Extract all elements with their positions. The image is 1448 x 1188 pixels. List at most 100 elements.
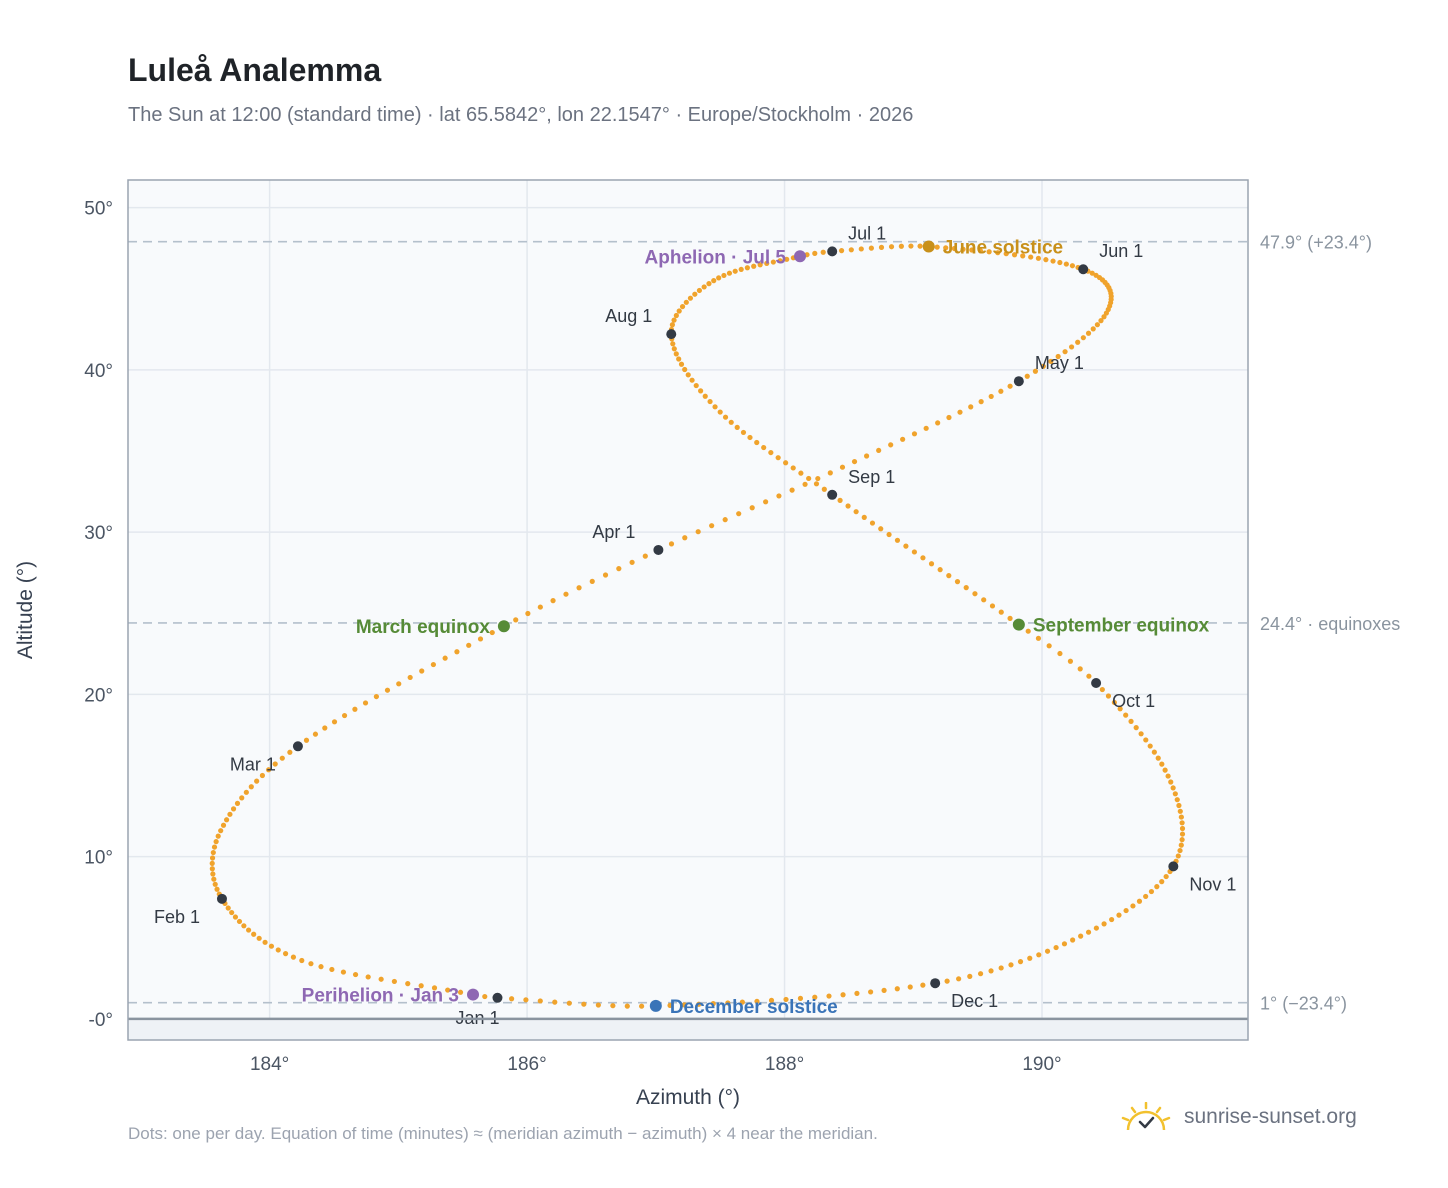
day-dot	[695, 529, 701, 535]
day-dot	[798, 470, 804, 476]
day-dot	[876, 447, 882, 454]
day-dot	[1011, 252, 1018, 258]
day-dot	[624, 1003, 630, 1009]
day-dot	[790, 465, 796, 471]
month-dot	[1168, 861, 1179, 872]
day-dot	[550, 598, 556, 604]
day-dot	[563, 591, 569, 597]
x-tick-label: 184°	[250, 1054, 289, 1075]
day-dot	[768, 997, 775, 1003]
day-dot	[218, 828, 224, 834]
day-dot	[352, 971, 359, 978]
day-dot	[523, 997, 529, 1003]
month-dot	[1091, 678, 1102, 689]
day-dot	[1067, 658, 1074, 664]
day-dot	[943, 245, 949, 251]
day-dot	[696, 1001, 702, 1007]
day-dot	[639, 1003, 645, 1009]
day-dot	[878, 244, 885, 250]
day-dot	[308, 961, 314, 967]
day-dot	[303, 737, 310, 743]
event-label: Aphelion · Jul 5	[645, 247, 787, 268]
day-dot	[711, 278, 717, 284]
day-dot	[1050, 258, 1056, 264]
day-dot	[998, 388, 1004, 394]
day-dot	[683, 299, 689, 305]
x-tick-label: 186°	[507, 1054, 546, 1075]
reference-lines: 47.9° (+23.4°) 24.4° · equinoxes 1° (−23.4…	[128, 233, 1400, 1014]
day-dot	[917, 243, 923, 249]
day-dot	[821, 486, 827, 492]
day-dot	[272, 761, 278, 767]
day-dot	[845, 503, 851, 509]
day-dot	[262, 939, 268, 945]
day-dot	[827, 470, 833, 476]
day-dot	[1036, 952, 1042, 958]
day-dot	[888, 442, 894, 448]
month-dot	[292, 741, 303, 752]
day-dot	[1175, 853, 1181, 859]
day-dot	[878, 526, 884, 532]
day-dot	[978, 399, 984, 405]
day-dot	[777, 258, 783, 264]
day-dot	[248, 784, 254, 790]
day-dot	[722, 414, 729, 420]
month-dot	[653, 544, 664, 555]
month-label: Sep 1	[848, 467, 895, 487]
day-dot	[1063, 261, 1069, 267]
month-dot	[666, 329, 677, 340]
day-dot	[754, 998, 760, 1004]
month-label: Jul 1	[848, 223, 886, 243]
day-dot	[1151, 749, 1157, 755]
day-dot	[209, 860, 215, 866]
month-label: Oct 1	[1112, 691, 1155, 711]
day-dot	[998, 609, 1004, 615]
day-dot	[853, 509, 859, 515]
day-dot	[815, 475, 821, 482]
day-dot	[241, 923, 247, 929]
day-dot	[454, 649, 460, 655]
day-dot	[1154, 884, 1160, 890]
brand-name: sunrise-sunset.org	[1184, 1105, 1357, 1128]
day-dot	[1053, 944, 1059, 951]
day-dot	[566, 1000, 572, 1006]
month-dot	[827, 489, 838, 500]
day-dot	[1090, 326, 1096, 332]
day-dot	[1130, 903, 1136, 909]
day-dot	[722, 517, 728, 523]
day-dot	[525, 610, 531, 617]
event-dot	[794, 250, 806, 263]
day-dot	[693, 382, 699, 389]
day-dot	[706, 281, 712, 287]
axes: 184° 186° 188° 190° -0° 10° 20° 30° 40° 50° Azimut…	[14, 199, 1248, 1109]
day-dot	[920, 982, 926, 988]
day-dot	[1147, 743, 1153, 749]
day-dot	[1170, 785, 1176, 791]
day-dot	[682, 366, 688, 373]
day-dot	[1172, 791, 1178, 797]
day-dot	[1017, 959, 1024, 965]
plot-background	[128, 180, 1248, 1040]
day-dot	[676, 356, 682, 362]
day-dot	[1057, 650, 1063, 657]
day-dot	[405, 981, 411, 987]
day-dot	[960, 246, 966, 252]
day-dot	[692, 291, 698, 297]
day-dot	[812, 994, 818, 1000]
day-dot	[581, 1001, 587, 1007]
day-dot	[838, 248, 845, 254]
day-dot	[957, 409, 963, 415]
day-dot	[1008, 962, 1014, 968]
brand-logo[interactable]: sunrise-sunset.org	[1120, 1102, 1357, 1132]
day-dot	[1078, 933, 1084, 939]
reference-label: 24.4° · equinoxes	[1260, 614, 1400, 634]
day-dot	[826, 993, 832, 999]
day-dot	[784, 256, 790, 262]
day-dot	[362, 700, 369, 706]
day-dot	[667, 1002, 673, 1009]
day-dot	[595, 1002, 601, 1008]
day-dot	[744, 265, 750, 271]
day-dot	[1148, 888, 1155, 895]
day-dot	[477, 636, 484, 642]
